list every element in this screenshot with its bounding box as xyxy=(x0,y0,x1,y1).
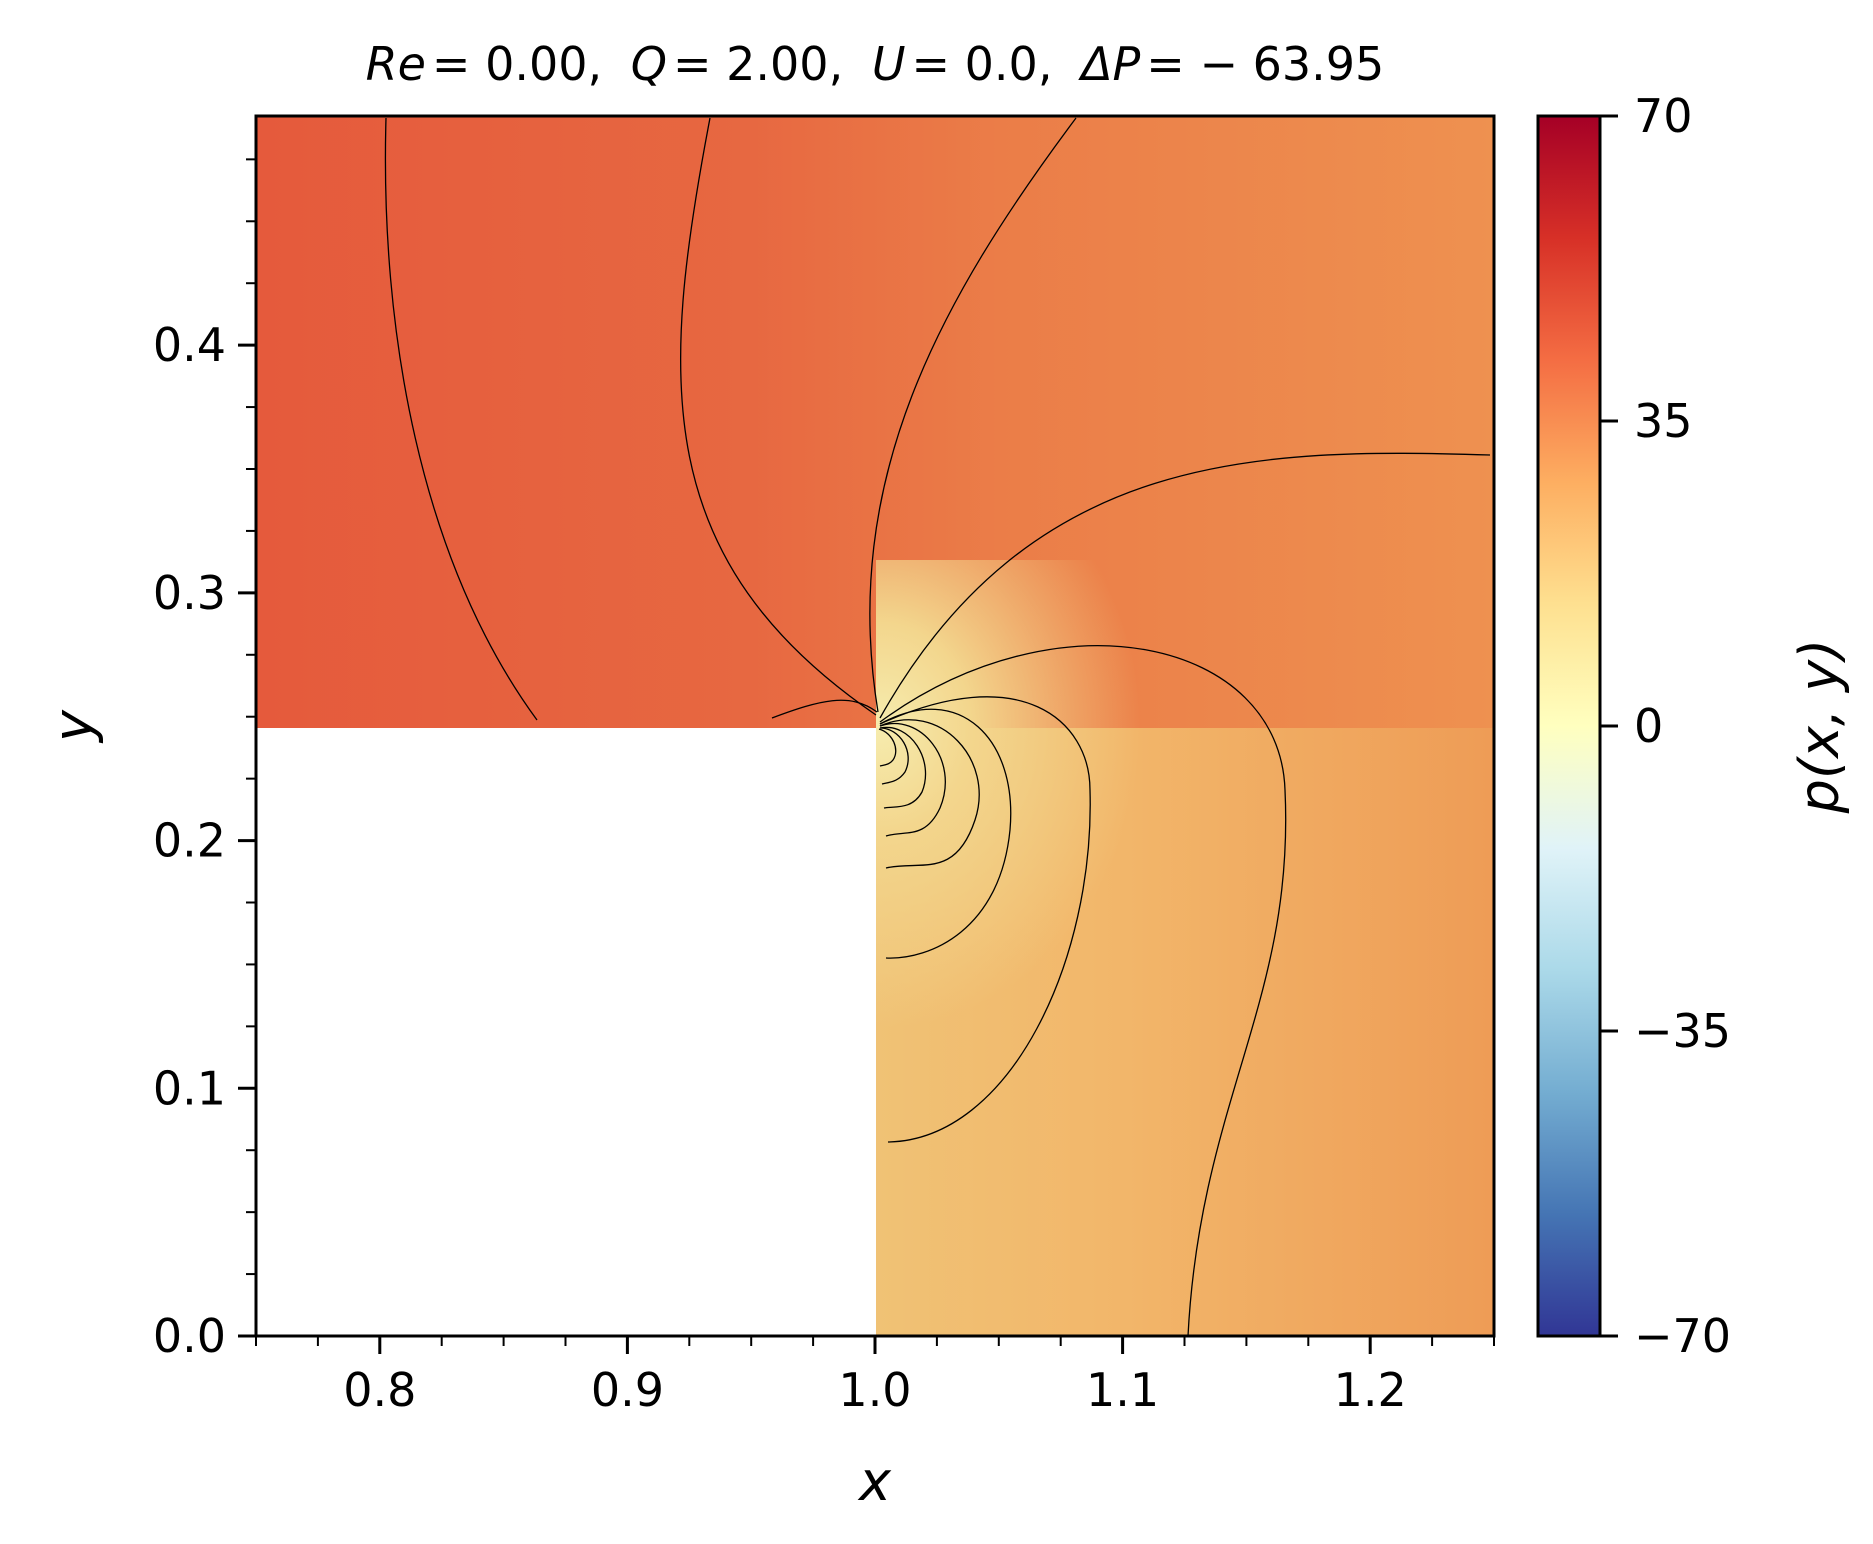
colorbar-tick-label: 70 xyxy=(1634,89,1693,143)
contour-line xyxy=(869,117,1077,713)
chart-title: Re = 0.00, Q = 2.00, U = 0.0, ΔP = − 63.95 xyxy=(366,37,1385,91)
x-tick-label: 0.9 xyxy=(591,1363,664,1417)
contour-line xyxy=(879,708,1012,959)
field-upper-region xyxy=(256,116,1494,728)
contour-line xyxy=(878,728,897,767)
contour-line xyxy=(384,117,538,721)
x-tick-label: 1.0 xyxy=(838,1363,911,1417)
colorbar-tick-label: −70 xyxy=(1634,1309,1731,1363)
contour-line xyxy=(879,726,927,809)
pressure-contours xyxy=(384,117,1491,1336)
x-tick-label: 0.8 xyxy=(343,1363,416,1417)
contour-line xyxy=(879,719,980,869)
contour-line xyxy=(771,699,878,719)
y-axis-label: y xyxy=(42,709,105,744)
colorbar-tick-label: −35 xyxy=(1634,1004,1731,1058)
colorbar-ticks: 70 35 0 −35 −70 xyxy=(1600,89,1731,1363)
y-tick-label: 0.3 xyxy=(153,566,226,620)
colorbar-tick-label: 0 xyxy=(1634,699,1663,753)
domain-cutout xyxy=(256,728,876,1336)
x-tick-label: 1.1 xyxy=(1086,1363,1159,1417)
contour-line xyxy=(879,452,1491,719)
y-axis-ticks: 0.0 0.1 0.2 0.3 0.4 xyxy=(153,158,256,1363)
x-axis-label: x xyxy=(857,1450,892,1513)
pressure-field xyxy=(256,116,1494,1336)
field-corner-glow xyxy=(876,560,1276,1336)
contour-line xyxy=(879,696,1091,1143)
contour-line xyxy=(879,727,909,785)
contour-line xyxy=(879,723,946,837)
y-tick-label: 0.0 xyxy=(153,1309,226,1363)
y-tick-label: 0.4 xyxy=(153,318,226,372)
x-axis-ticks: 0.8 0.9 1.0 1.1 1.2 xyxy=(255,1336,1495,1417)
colorbar xyxy=(1536,114,1602,1338)
y-tick-label: 0.1 xyxy=(153,1061,226,1115)
y-tick-label: 0.2 xyxy=(153,814,226,868)
contour-line xyxy=(679,117,877,716)
colorbar-label: p(x, y) xyxy=(1788,639,1851,815)
colorbar-tick-label: 35 xyxy=(1634,394,1693,448)
x-tick-label: 1.2 xyxy=(1334,1363,1407,1417)
contour-line xyxy=(879,645,1287,1336)
